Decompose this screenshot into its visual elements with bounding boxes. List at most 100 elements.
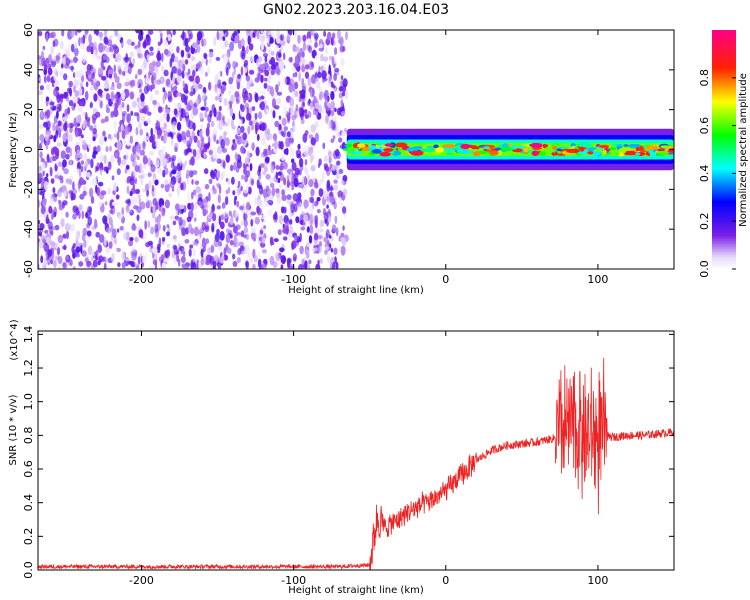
- noise-cell: [187, 202, 192, 210]
- noise-cell: [304, 71, 310, 79]
- noise-cell: [118, 215, 121, 220]
- noise-cell: [163, 69, 169, 77]
- noise-cell: [92, 128, 97, 135]
- noise-cell: [246, 150, 250, 160]
- noise-cell: [41, 198, 48, 206]
- noise-cell: [60, 63, 64, 69]
- noise-cell: [304, 260, 308, 269]
- noise-cell: [84, 30, 87, 39]
- noise-cell: [236, 257, 241, 264]
- noise-cell: [262, 53, 269, 58]
- signal-cell: [380, 144, 386, 148]
- noise-cell: [338, 246, 342, 253]
- noise-cell: [142, 255, 145, 264]
- noise-cell: [221, 173, 224, 181]
- signal-cell: [650, 152, 657, 157]
- noise-cell: [308, 45, 313, 54]
- noise-cell: [329, 196, 335, 203]
- noise-cell: [314, 181, 319, 189]
- noise-cell: [207, 66, 211, 75]
- noise-cell: [137, 256, 141, 265]
- noise-cell: [319, 43, 323, 49]
- noise-cell: [110, 91, 115, 101]
- signal-cell: [616, 144, 623, 147]
- noise-cell: [294, 240, 300, 247]
- noise-cell: [172, 220, 177, 226]
- noise-cell: [72, 266, 76, 269]
- noise-cell: [156, 156, 160, 166]
- noise-cell: [120, 124, 124, 132]
- noise-cell: [324, 47, 329, 55]
- noise-cell: [237, 180, 241, 188]
- noise-cell: [125, 164, 130, 170]
- noise-cell: [87, 143, 92, 149]
- noise-cell: [244, 90, 248, 98]
- y-tick-label: -40: [22, 220, 35, 238]
- noise-cell: [74, 70, 80, 79]
- noise-cell: [159, 32, 163, 38]
- noise-cell: [308, 98, 311, 104]
- noise-cell: [96, 145, 101, 153]
- noise-cell: [258, 96, 262, 101]
- noise-cell: [195, 99, 200, 105]
- noise-cell: [297, 192, 302, 200]
- noise-cell: [189, 91, 194, 97]
- noise-cell: [128, 260, 134, 265]
- noise-cell: [182, 63, 186, 72]
- noise-cell: [146, 199, 153, 209]
- noise-cell: [253, 255, 258, 263]
- noise-cell: [135, 145, 142, 153]
- noise-cell: [51, 55, 57, 62]
- noise-cell: [146, 189, 150, 197]
- noise-cell: [38, 77, 43, 82]
- noise-cell: [72, 95, 78, 104]
- noise-cell: [330, 110, 335, 117]
- noise-cell: [303, 214, 309, 224]
- noise-cell: [166, 224, 170, 229]
- noise-cell: [223, 30, 226, 34]
- noise-cell: [230, 37, 235, 42]
- noise-cell: [243, 226, 249, 234]
- noise-cell: [251, 179, 254, 186]
- noise-cell: [126, 77, 129, 82]
- noise-cell: [240, 185, 243, 192]
- noise-cell: [139, 128, 143, 136]
- noise-cell: [245, 30, 251, 36]
- noise-cell: [319, 178, 325, 183]
- noise-cell: [291, 242, 295, 251]
- signal-cell: [668, 148, 674, 153]
- noise-cell: [190, 262, 196, 269]
- noise-cell: [162, 225, 166, 232]
- noise-cell: [168, 192, 172, 198]
- noise-cell: [333, 73, 337, 81]
- noise-cell: [56, 110, 59, 119]
- noise-cell: [137, 40, 141, 49]
- noise-cell: [124, 56, 129, 63]
- colorbar-label: Normalized spectral amplitude: [738, 73, 749, 227]
- noise-cell: [151, 212, 156, 219]
- noise-cell: [200, 106, 206, 111]
- noise-cell: [209, 110, 213, 118]
- noise-cell: [65, 153, 70, 160]
- noise-cell: [86, 237, 90, 244]
- noise-cell: [270, 86, 275, 97]
- noise-cell: [203, 208, 209, 215]
- noise-cell: [101, 75, 107, 81]
- signal-cell: [428, 151, 442, 155]
- noise-cell: [187, 120, 194, 130]
- noise-cell: [67, 133, 73, 143]
- noise-cell: [289, 129, 293, 139]
- noise-cell: [78, 137, 83, 142]
- noise-cell: [227, 117, 231, 127]
- noise-cell: [210, 256, 214, 265]
- noise-cell: [47, 221, 53, 230]
- noise-cell: [105, 247, 111, 254]
- noise-cell: [62, 73, 68, 81]
- noise-cell: [305, 64, 310, 70]
- noise-cell: [131, 224, 137, 231]
- noise-cell: [318, 241, 322, 247]
- noise-cell: [96, 55, 101, 60]
- noise-cell: [170, 132, 174, 140]
- noise-cell: [174, 142, 179, 153]
